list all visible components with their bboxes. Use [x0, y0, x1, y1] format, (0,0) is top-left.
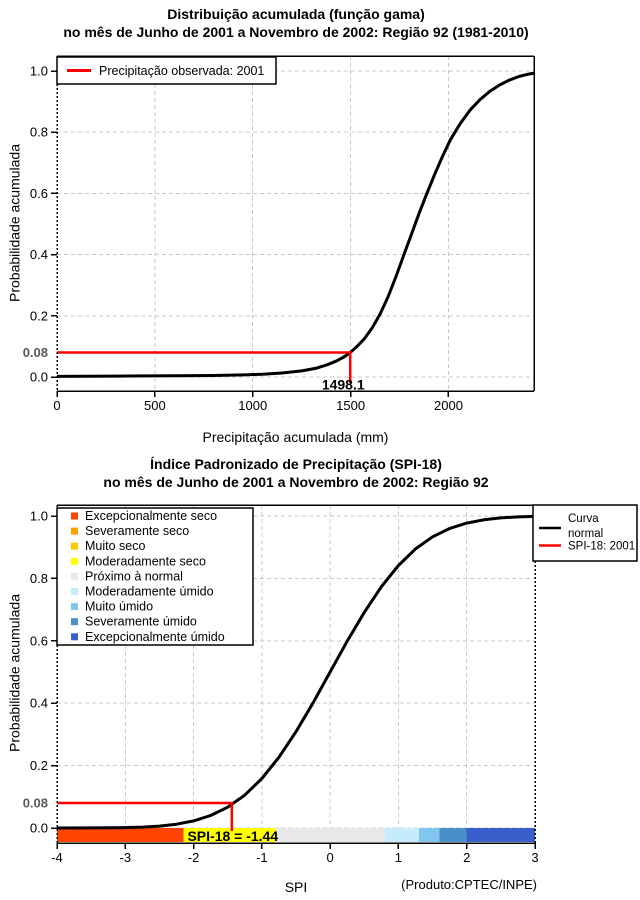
category-swatch [71, 527, 78, 535]
spi-color-bar-segment [384, 828, 419, 842]
legend-box [532, 504, 638, 562]
x-axis-tick-label: -3 [120, 850, 132, 865]
x-axis-tick-label: 2 [463, 850, 470, 865]
category-swatch [71, 557, 78, 565]
annotation-probability-label: 0.08 [23, 345, 48, 360]
x-axis-label: SPI [284, 879, 308, 895]
legend-item-label: Muito seco [85, 539, 145, 553]
cdf-curve [56, 71, 535, 378]
legend-item-label: Excepcionalmente seco [85, 509, 217, 523]
category-swatch [71, 542, 78, 550]
y-axis-tick-label: 0.0 [30, 821, 48, 836]
annotation-probability-label: 0.08 [23, 796, 48, 811]
y-axis-tick-label: 0.0 [30, 370, 48, 385]
category-swatch [71, 603, 78, 611]
x-axis-tick-label: 2000 [434, 398, 463, 413]
gamma-cdf-plot: 0 500 1000 1500 2000 0.0 0.2 0.4 0.6 0.8 1.0 0.08 14… [23, 55, 535, 413]
y-axis-tick-label: 0.8 [30, 125, 48, 140]
x-axis-tick-label: 0 [53, 398, 60, 413]
category-swatch [71, 633, 78, 641]
x-axis-tick-label: 1 [395, 850, 402, 865]
annotation-value-label: SPI-18 = -1.44 [187, 828, 278, 844]
annotation-highlight [183, 828, 276, 842]
legend-item-label: normal [568, 528, 603, 540]
y-axis-tick-label: 1.0 [30, 64, 48, 79]
category-swatch [71, 618, 78, 626]
spi-color-bar-segment [275, 828, 385, 842]
chart-title: Índice Padronizado de Precipitação (SPI-… [150, 456, 442, 472]
legend-item-label: Excepcionalmente úmido [85, 630, 225, 644]
annotation-value-label: 1498.1 [322, 377, 365, 393]
cdf-curve [56, 514, 536, 830]
spi-color-bar-segment [439, 828, 467, 842]
x-axis-tick-label: 1000 [238, 398, 267, 413]
x-axis-tick-label: -2 [188, 850, 200, 865]
chart-title: Distribuição acumulada (função gama) [167, 6, 425, 22]
legend-box [56, 56, 277, 85]
spi-color-bar-segment [418, 828, 440, 842]
category-swatch [71, 512, 78, 520]
spi-cdf-plot: -4 -3 -2 -1 0 1 2 3 0.0 0.2 0.4 0.6 0.8 1.0 0.08 SPI-18… [23, 504, 638, 865]
y-axis-tick-label: 0.2 [30, 758, 48, 773]
y-axis-tick-label: 0.8 [30, 571, 48, 586]
x-axis-tick-label: 500 [144, 398, 166, 413]
x-axis-tick-label: 0 [327, 850, 334, 865]
x-axis-label: Precipitação acumulada (mm) [202, 429, 389, 445]
y-axis-tick-label: 0.6 [30, 186, 48, 201]
category-swatch [71, 588, 78, 595]
legend-item-label: Curva [568, 513, 599, 525]
gamma-distribution-chart: Distribuição acumulada (função gama) no … [7, 6, 535, 445]
category-swatch [71, 572, 78, 580]
chart-subtitle: no mês de Junho de 2001 a Novembro de 20… [103, 474, 489, 490]
legend-box [56, 507, 254, 646]
y-axis-tick-label: 0.6 [30, 633, 48, 648]
spi-color-bar-segment [466, 828, 535, 842]
legend-item-label: Precipitação observada: 2001 [99, 64, 264, 78]
x-axis-tick-label: 1500 [336, 398, 365, 413]
legend-item-label: Severamente seco [85, 524, 189, 538]
y-axis-tick-label: 0.4 [30, 247, 48, 262]
legend-item-label: Muito úmido [85, 600, 153, 614]
x-axis-tick-label: -4 [51, 850, 63, 865]
y-axis-tick-label: 0.4 [30, 696, 48, 711]
legend-item-label: Próximo à normal [85, 569, 183, 583]
x-axis-tick-label: -1 [256, 850, 268, 865]
annotation-line [57, 351, 352, 383]
legend-item-label: Severamente úmido [85, 615, 197, 629]
y-axis-tick-label: 0.2 [30, 308, 48, 323]
spi-color-bar-segment [57, 828, 194, 842]
annotation-line [57, 801, 234, 831]
legend-item-label: Moderadamente seco [85, 554, 206, 568]
y-axis-tick-label: 1.0 [30, 509, 48, 524]
spi18-chart: Índice Padronizado de Precipitação (SPI-… [0, 450, 640, 900]
credit-label: (Produto:CPTEC/INPE) [401, 877, 537, 892]
chart-subtitle: no mês de Junho de 2001 a Novembro de 20… [63, 24, 529, 40]
x-axis-tick-label: 3 [531, 850, 538, 865]
legend-item-label: Moderadamente úmido [85, 585, 214, 599]
legend-item-label: SPI-18: 2001 [568, 541, 635, 553]
